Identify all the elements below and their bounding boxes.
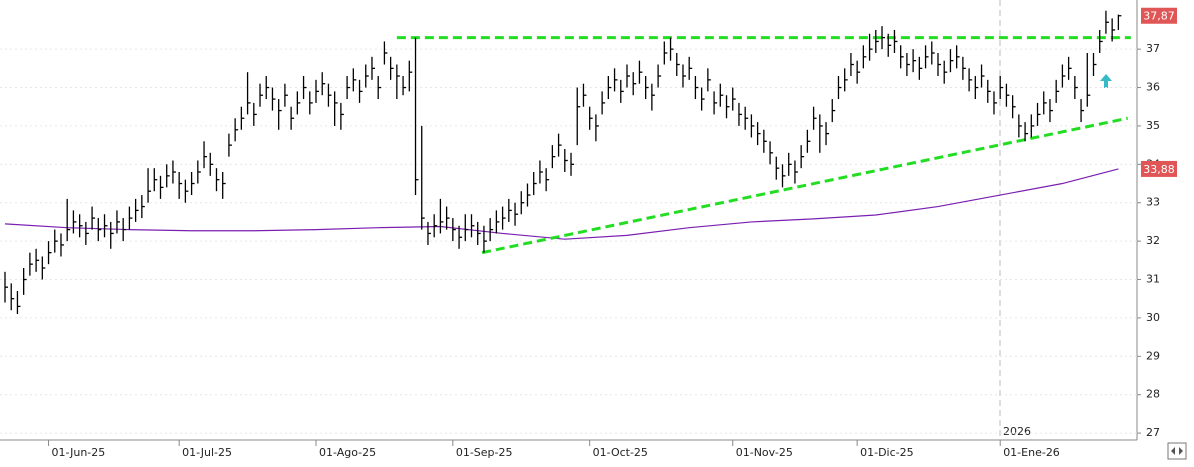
trend-line <box>481 116 1129 255</box>
year-label: 2026 <box>1003 425 1031 438</box>
y-tick-label: 35 <box>1146 119 1160 132</box>
x-tick-label: 01-Ene-26 <box>1003 446 1060 459</box>
price-label-box <box>1141 7 1177 24</box>
y-tick-label: 31 <box>1146 273 1160 286</box>
moving-average-line <box>4 168 1119 240</box>
y-tick-label: 33 <box>1146 196 1160 209</box>
y-tick-label: 36 <box>1146 81 1160 94</box>
x-tick-label: 01-Jul-25 <box>182 446 232 459</box>
scroll-icon[interactable] <box>1167 442 1187 460</box>
price-label-box <box>1141 160 1177 177</box>
x-tick-label: 01-Sep-25 <box>456 446 513 459</box>
price-label: 37,87 <box>1143 10 1175 23</box>
x-tick-label: 01-Jun-25 <box>52 446 106 459</box>
price-label: 33,88 <box>1143 163 1175 176</box>
y-tick-label: 29 <box>1146 349 1160 362</box>
x-tick-label: 01-Nov-25 <box>736 446 793 459</box>
y-tick-label: 27 <box>1146 426 1160 439</box>
y-tick-label: 30 <box>1146 311 1160 324</box>
up-arrow-icon <box>1100 74 1112 88</box>
y-tick-label: 32 <box>1146 234 1160 247</box>
y-tick-label: 28 <box>1146 388 1160 401</box>
x-tick-label: 01-Ago-25 <box>319 446 376 459</box>
x-tick-label: 01-Dic-25 <box>860 446 914 459</box>
y-tick-label: 37 <box>1146 42 1160 55</box>
x-tick-label: 01-Oct-25 <box>593 446 648 459</box>
